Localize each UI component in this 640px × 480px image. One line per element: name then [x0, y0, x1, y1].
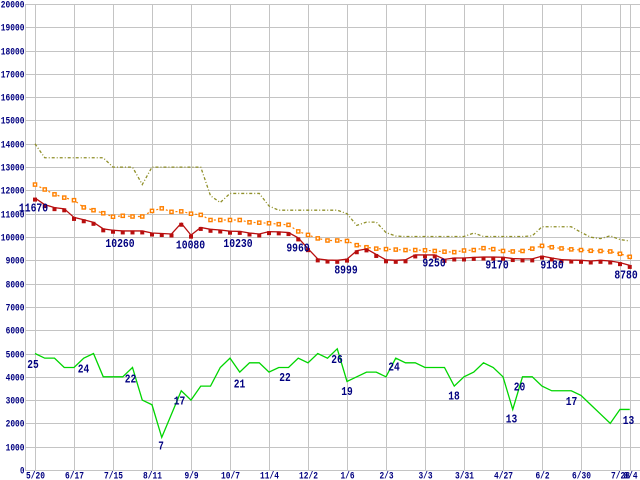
svg-text:10260: 10260 — [105, 238, 134, 251]
svg-text:10/7: 10/7 — [221, 471, 240, 480]
svg-text:15000: 15000 — [1, 117, 25, 128]
svg-text:7/28: 7/28 — [611, 471, 630, 480]
svg-text:22: 22 — [125, 374, 137, 387]
svg-text:7: 7 — [158, 441, 164, 454]
svg-text:5/20: 5/20 — [26, 471, 45, 480]
svg-text:7/15: 7/15 — [104, 471, 123, 480]
svg-text:9960: 9960 — [286, 243, 309, 256]
svg-text:3/31: 3/31 — [455, 471, 474, 480]
svg-text:17: 17 — [174, 396, 186, 409]
svg-text:8780: 8780 — [614, 270, 637, 283]
svg-text:3/3: 3/3 — [418, 471, 432, 480]
svg-text:11000: 11000 — [1, 211, 25, 222]
svg-text:2000: 2000 — [6, 420, 25, 431]
svg-text:19: 19 — [341, 386, 353, 399]
svg-text:5000: 5000 — [6, 351, 25, 362]
svg-text:22: 22 — [279, 372, 291, 385]
svg-text:6/30: 6/30 — [572, 471, 591, 480]
svg-text:17: 17 — [566, 396, 578, 409]
svg-text:9/9: 9/9 — [184, 471, 198, 480]
svg-text:4000: 4000 — [6, 374, 25, 385]
svg-text:24: 24 — [78, 364, 90, 377]
svg-text:21: 21 — [234, 379, 246, 392]
svg-text:19000: 19000 — [1, 24, 25, 35]
svg-text:2/3: 2/3 — [379, 471, 393, 480]
svg-text:6000: 6000 — [6, 327, 25, 338]
svg-text:7000: 7000 — [6, 304, 25, 315]
svg-text:18000: 18000 — [1, 48, 25, 59]
svg-text:8/4: 8/4 — [623, 471, 637, 480]
svg-text:9250: 9250 — [422, 258, 445, 271]
svg-text:6/2: 6/2 — [535, 471, 549, 480]
svg-text:20000: 20000 — [1, 1, 25, 12]
svg-text:24: 24 — [388, 362, 400, 375]
svg-text:3000: 3000 — [6, 397, 25, 408]
svg-text:16000: 16000 — [1, 94, 25, 105]
svg-text:8999: 8999 — [334, 265, 357, 278]
svg-text:8/11: 8/11 — [143, 471, 162, 480]
svg-text:0: 0 — [20, 467, 25, 478]
svg-text:13: 13 — [506, 414, 518, 427]
svg-text:17000: 17000 — [1, 71, 25, 82]
svg-text:13000: 13000 — [1, 164, 25, 175]
svg-text:1000: 1000 — [6, 444, 25, 455]
svg-text:11670: 11670 — [19, 203, 48, 216]
svg-text:26: 26 — [331, 354, 343, 367]
svg-text:20: 20 — [514, 382, 526, 395]
svg-text:4/27: 4/27 — [494, 471, 513, 480]
svg-text:11/4: 11/4 — [260, 471, 279, 480]
svg-text:6/17: 6/17 — [65, 471, 84, 480]
svg-text:8000: 8000 — [6, 281, 25, 292]
svg-text:12000: 12000 — [1, 187, 25, 198]
svg-text:25: 25 — [27, 359, 39, 372]
svg-text:10230: 10230 — [223, 238, 252, 251]
svg-text:10080: 10080 — [176, 240, 205, 253]
svg-text:9170: 9170 — [485, 260, 508, 273]
svg-text:13: 13 — [623, 415, 635, 428]
svg-text:14000: 14000 — [1, 141, 25, 152]
svg-text:9180: 9180 — [540, 260, 563, 273]
svg-text:9000: 9000 — [6, 257, 25, 268]
svg-text:18: 18 — [448, 391, 460, 404]
svg-text:12/2: 12/2 — [299, 471, 318, 480]
svg-text:10000: 10000 — [1, 234, 25, 245]
svg-text:1/6: 1/6 — [340, 471, 354, 480]
